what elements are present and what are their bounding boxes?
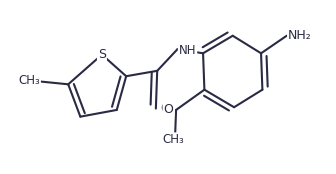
Text: CH₃: CH₃ — [163, 133, 184, 146]
Text: O: O — [161, 102, 171, 115]
Text: NH: NH — [179, 44, 196, 57]
Text: NH₂: NH₂ — [288, 29, 312, 42]
Text: S: S — [98, 48, 106, 61]
Text: O: O — [164, 103, 173, 116]
Text: CH₃: CH₃ — [18, 74, 40, 87]
